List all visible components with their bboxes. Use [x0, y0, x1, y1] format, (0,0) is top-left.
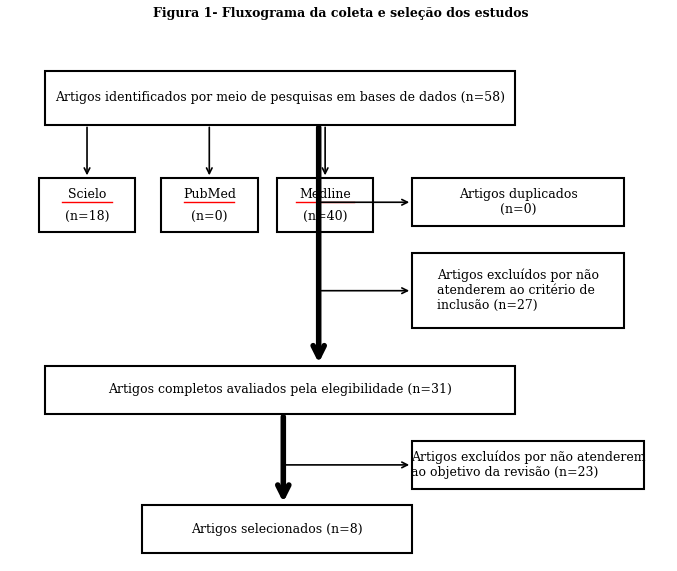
- Text: Medline: Medline: [299, 188, 351, 201]
- Text: (n=18): (n=18): [65, 210, 109, 223]
- FancyBboxPatch shape: [277, 178, 374, 232]
- Text: (n=40): (n=40): [303, 210, 347, 223]
- FancyBboxPatch shape: [412, 253, 624, 328]
- FancyBboxPatch shape: [45, 71, 515, 124]
- FancyBboxPatch shape: [412, 441, 644, 489]
- Text: Artigos excluídos por não
atenderem ao critério de
inclusão (n=27): Artigos excluídos por não atenderem ao c…: [437, 269, 599, 312]
- Text: Scielo: Scielo: [68, 188, 106, 201]
- Text: Artigos identificados por meio de pesquisas em bases de dados (n=58): Artigos identificados por meio de pesqui…: [55, 91, 505, 104]
- FancyBboxPatch shape: [39, 178, 135, 232]
- Text: Artigos completos avaliados pela elegibilidade (n=31): Artigos completos avaliados pela elegibi…: [108, 383, 452, 396]
- Text: Artigos selecionados (n=8): Artigos selecionados (n=8): [191, 522, 363, 536]
- Title: Figura 1- Fluxograma da coleta e seleção dos estudos: Figura 1- Fluxograma da coleta e seleção…: [154, 7, 529, 20]
- FancyBboxPatch shape: [412, 178, 624, 226]
- Text: (n=0): (n=0): [191, 210, 227, 223]
- FancyBboxPatch shape: [45, 366, 515, 414]
- Text: Artigos duplicados
(n=0): Artigos duplicados (n=0): [459, 188, 577, 216]
- Text: Artigos excluídos por não atenderem
ao objetivo da revisão (n=23): Artigos excluídos por não atenderem ao o…: [410, 451, 645, 479]
- FancyBboxPatch shape: [141, 505, 412, 553]
- Text: PubMed: PubMed: [183, 188, 236, 201]
- FancyBboxPatch shape: [161, 178, 257, 232]
